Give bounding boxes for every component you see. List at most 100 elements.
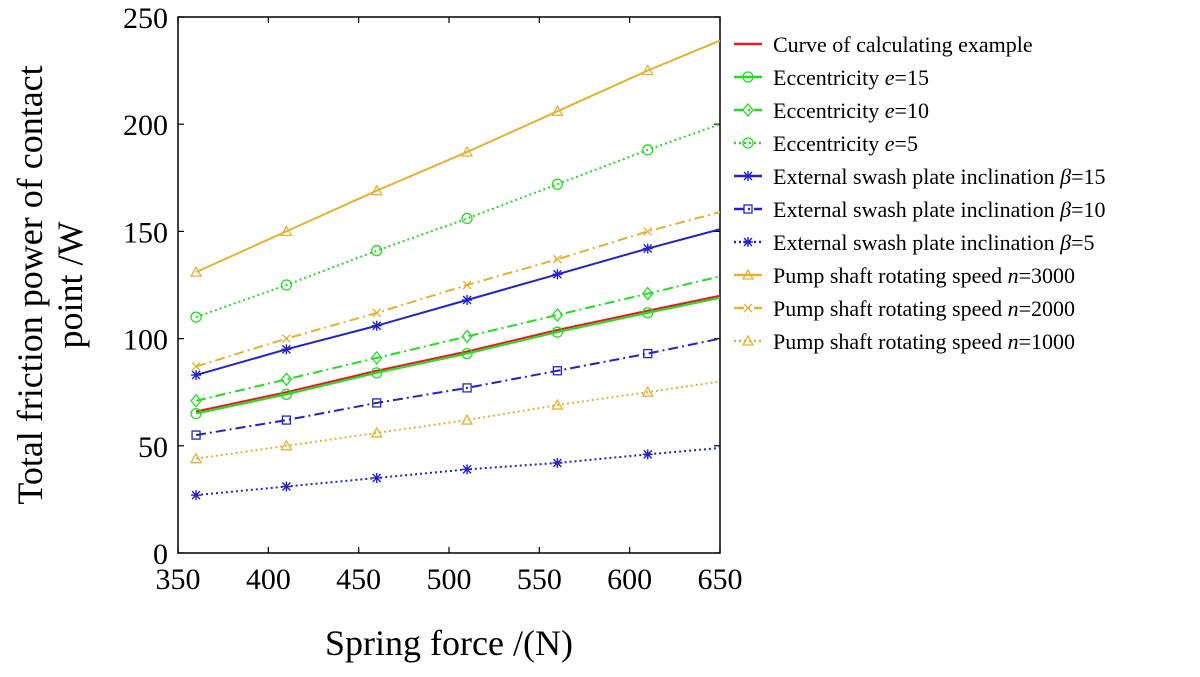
legend-item: External swash plate inclination β=15 (734, 164, 1106, 189)
legend-label-part: Eccentricity (773, 98, 885, 123)
marker-asterisk (743, 237, 753, 247)
marker-asterisk (191, 490, 202, 501)
marker-asterisk (191, 370, 202, 381)
marker-diamond (190, 393, 202, 408)
y-axis-title-text: Total friction power of contactpoint /W (10, 65, 90, 504)
marker-diamond (742, 102, 754, 118)
marker-square (372, 398, 382, 408)
y-axis-title-line: point /W (50, 221, 90, 348)
legend-label-part: =15 (895, 65, 929, 90)
marker-circle (190, 407, 202, 420)
legend-label: Pump shaft rotating speed n=2000 (773, 296, 1075, 321)
marker-circle (642, 144, 654, 156)
legend-item: Eccentricity e=5 (734, 131, 918, 156)
legend-label-part: n (1008, 263, 1019, 288)
marker-circle (461, 347, 473, 360)
y-axis-title-line: Total friction power of contact (10, 65, 50, 504)
legend-label: External swash plate inclination β=15 (773, 164, 1106, 189)
marker-triangle (460, 145, 474, 157)
marker-asterisk (462, 295, 473, 306)
legend-label-part: β (1059, 197, 1071, 222)
series-2 (190, 296, 721, 420)
marker-cross (281, 334, 291, 344)
series-line (195, 337, 721, 437)
legend-label: External swash plate inclination β=10 (773, 197, 1106, 222)
marker-asterisk (281, 481, 292, 492)
marker-triangle (189, 265, 203, 277)
marker-triangle (460, 413, 474, 425)
marker-asterisk (462, 464, 473, 475)
marker-square (462, 383, 472, 393)
legend-label-part: n (1008, 296, 1019, 321)
marker-circle (371, 245, 383, 257)
marker-square (743, 204, 753, 214)
marker-diamond (551, 308, 564, 323)
series-3 (190, 275, 721, 408)
marker-circle (742, 137, 754, 149)
legend-item: External swash plate inclination β=10 (734, 197, 1106, 222)
marker-cross (462, 280, 472, 290)
marker-triangle (189, 452, 203, 464)
series-line (195, 39, 721, 274)
y-tick-label: 0 (153, 538, 168, 571)
marker-circle (280, 279, 293, 291)
marker-triangle (741, 334, 755, 346)
marker-triangle (741, 268, 755, 280)
y-tick-label: 100 (123, 324, 168, 357)
marker-circle (280, 388, 293, 400)
marker-triangle (370, 426, 383, 438)
legend-label: Pump shaft rotating speed n=3000 (773, 263, 1075, 288)
legend-label: Pump shaft rotating speed n=1000 (773, 329, 1075, 354)
legend-label-part: =5 (1071, 230, 1094, 255)
legend-item: Eccentricity e=10 (734, 98, 929, 123)
series-1 (195, 294, 721, 413)
y-tick-label: 50 (138, 431, 168, 464)
x-tick-label: 650 (698, 563, 743, 596)
marker-asterisk (743, 171, 753, 181)
marker-circle (190, 311, 202, 323)
marker-circle (551, 326, 564, 338)
marker-triangle (551, 104, 564, 116)
series-7 (191, 446, 721, 501)
legend-label-part: =3000 (1019, 263, 1075, 288)
legend-label-part: e (885, 65, 895, 90)
legend-label: Curve of calculating example (773, 32, 1033, 57)
legend-label-part: External swash plate inclination (773, 230, 1060, 255)
legend-item: Pump shaft rotating speed n=3000 (734, 263, 1075, 288)
marker-asterisk (552, 269, 563, 280)
legend-label-part: n (1008, 329, 1019, 354)
x-tick-label: 450 (336, 563, 381, 596)
legend-label-part: External swash plate inclination (773, 197, 1060, 222)
marker-asterisk (281, 344, 292, 355)
series-line (195, 294, 721, 413)
marker-triangle (280, 225, 293, 237)
legend-label: Eccentricity e=10 (773, 98, 929, 123)
x-tick-label: 400 (246, 563, 291, 596)
marker-diamond (461, 329, 473, 344)
series-6 (191, 337, 721, 440)
marker-cross (191, 362, 201, 371)
series-line (195, 123, 721, 319)
legend-label-part: Pump shaft rotating speed (773, 263, 1008, 288)
legend-item: Pump shaft rotating speed n=1000 (734, 329, 1075, 354)
legend-label-part: =10 (1071, 197, 1105, 222)
marker-triangle (551, 398, 564, 410)
marker-square (281, 415, 292, 425)
x-tick-label: 350 (156, 563, 201, 596)
legend-label-part: β (1059, 230, 1071, 255)
series-8 (189, 39, 721, 277)
series-line (195, 296, 721, 415)
marker-cross (643, 226, 653, 236)
y-tick-label: 150 (123, 216, 168, 249)
plot-frame (177, 16, 721, 554)
x-tick-label: 550 (517, 563, 562, 596)
plot-area: 350 400 450 500 550 600 650 0 50 100 150 200 250 (123, 2, 743, 596)
series-5 (191, 228, 721, 381)
marker-cross (743, 303, 753, 313)
marker-triangle (641, 64, 654, 76)
marker-diamond (641, 286, 654, 301)
legend-label-part: External swash plate inclination (773, 164, 1060, 189)
legend-label: Eccentricity e=5 (773, 131, 918, 156)
